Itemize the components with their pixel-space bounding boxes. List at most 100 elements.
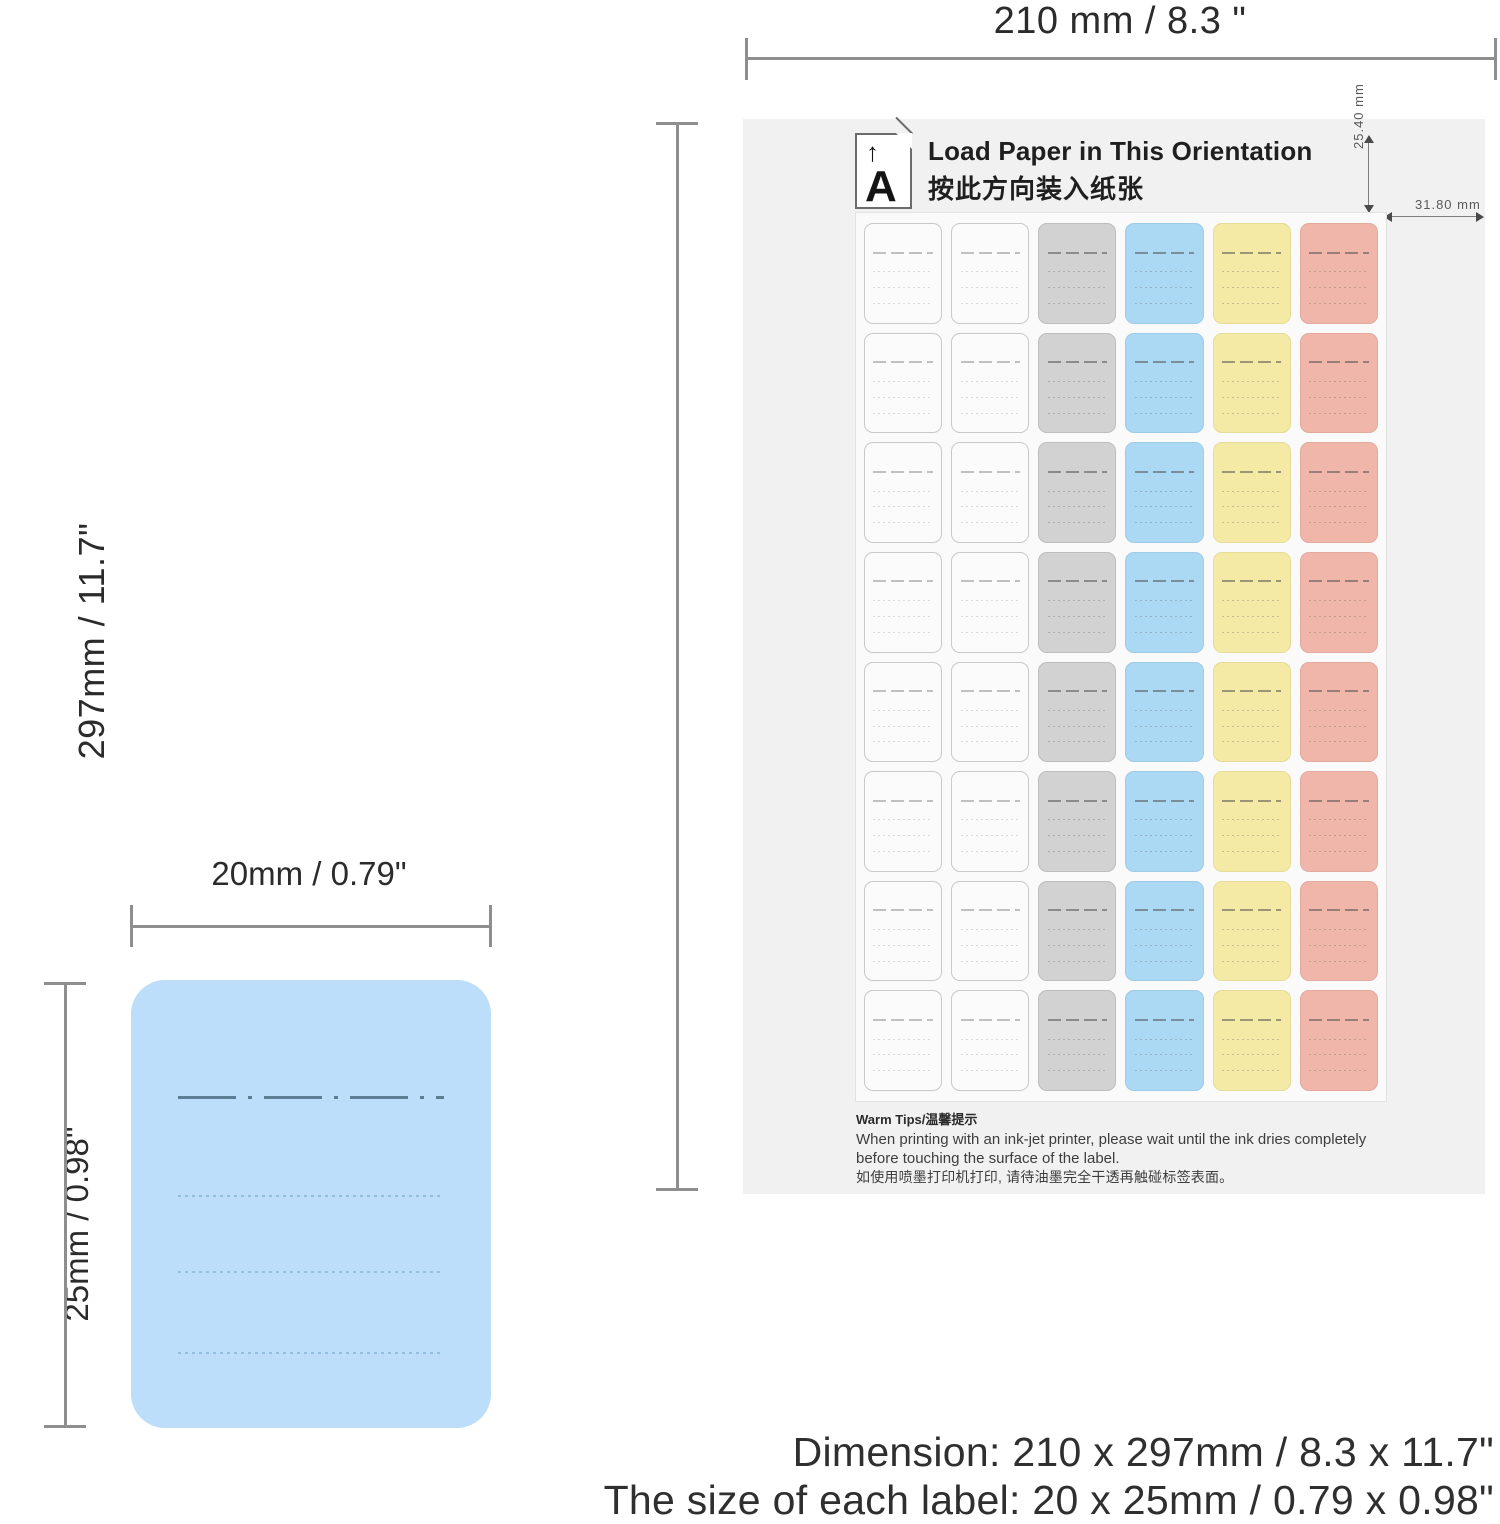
label-rule (1309, 909, 1369, 912)
label-rule (960, 396, 1020, 398)
label-rule (1047, 909, 1108, 912)
sheet-width-dimension-label: 210 mm / 8.3 " (993, 0, 1247, 42)
label-rule (960, 944, 1020, 946)
label-rule (1309, 412, 1369, 414)
label-rule (1047, 799, 1108, 802)
label-rule (1309, 690, 1369, 693)
label-cell (1299, 551, 1378, 653)
label-rule (1222, 506, 1282, 508)
label-rule (873, 944, 933, 946)
label-rule (1309, 1038, 1369, 1040)
label-rule (960, 361, 1020, 364)
label-rule (1222, 960, 1282, 962)
label-rule (1134, 799, 1195, 802)
label-rule (1134, 287, 1195, 289)
label-cell (951, 223, 1030, 324)
label-rule (1222, 709, 1282, 711)
label-rule (1222, 799, 1282, 802)
label-cell (1299, 771, 1378, 872)
label-rule (1309, 380, 1369, 382)
label-rule (1134, 396, 1195, 398)
label-rule (1047, 631, 1108, 633)
sample-label-rule-3 (177, 1271, 445, 1274)
label-cell (1125, 880, 1204, 982)
label-rule (1047, 741, 1108, 743)
label-rule (873, 506, 933, 508)
label-cell (1125, 771, 1204, 872)
label-rule (1222, 470, 1282, 473)
label-rule (873, 851, 933, 853)
label-rule (1309, 580, 1369, 583)
callout-vertical-line (1368, 141, 1369, 211)
label-rule (1134, 412, 1195, 414)
label-rule (1309, 600, 1369, 602)
label-rule (1309, 506, 1369, 508)
label-rule (960, 302, 1020, 304)
label-rule (960, 799, 1020, 802)
label-rule (1134, 615, 1195, 617)
label-cell (1038, 332, 1117, 434)
label-rule (873, 1054, 933, 1056)
label-rule (873, 287, 933, 289)
callout-horizontal-line (1386, 216, 1482, 217)
label-rule (1134, 725, 1195, 727)
label-rule (1309, 396, 1369, 398)
label-rule (1222, 1054, 1282, 1056)
label-cell (1125, 223, 1204, 324)
label-rule (1309, 1054, 1369, 1056)
label-rule (873, 412, 933, 414)
warm-tips-line-1: When printing with an ink-jet printer, p… (856, 1131, 1367, 1148)
label-cell (1038, 551, 1117, 653)
label-rule (873, 741, 933, 743)
label-rule (1309, 287, 1369, 289)
label-rule (873, 600, 933, 602)
label-rule (1134, 1038, 1195, 1040)
label-rule (1134, 470, 1195, 473)
label-rule (1222, 835, 1282, 837)
label-rule (960, 380, 1020, 382)
label-rule (960, 287, 1020, 289)
callout-horizontal-label: 31.80 mm (1415, 197, 1481, 212)
label-rule (873, 929, 933, 931)
label-rule (873, 835, 933, 837)
label-rule (1047, 929, 1108, 931)
label-rule (1047, 271, 1108, 273)
label-cell (951, 990, 1030, 1091)
label-rule (960, 690, 1020, 693)
sheet-width-dimension-line (745, 57, 1497, 60)
label-rule (1047, 1054, 1108, 1056)
label-rule (960, 490, 1020, 492)
label-rule (1134, 909, 1195, 912)
label-cell (951, 551, 1030, 653)
label-width-dimension-cap-right (489, 905, 492, 947)
label-rule (873, 819, 933, 821)
label-rule (873, 271, 933, 273)
label-cell (1299, 990, 1378, 1091)
label-rule (1222, 851, 1282, 853)
label-rule (1047, 361, 1108, 364)
label-rule (1047, 709, 1108, 711)
label-rule (960, 960, 1020, 962)
label-rule (1309, 522, 1369, 524)
sample-label-rule-4 (177, 1351, 445, 1354)
label-rule (1222, 690, 1282, 693)
label-rule (1134, 1054, 1195, 1056)
sheet-height-dimension-cap-top (656, 122, 698, 125)
callout-vertical-arrow-down (1364, 205, 1374, 213)
label-cell (864, 332, 943, 434)
label-rule (1047, 506, 1108, 508)
label-rule (1047, 1038, 1108, 1040)
label-rule (960, 251, 1020, 254)
label-rule (1309, 799, 1369, 802)
label-rule (873, 799, 933, 802)
label-cell (1212, 880, 1291, 982)
sheet-height-dimension-cap-bottom (656, 1188, 698, 1191)
label-rule (1222, 490, 1282, 492)
label-rule (1134, 380, 1195, 382)
page-fold-edge (895, 116, 913, 135)
label-rule (1047, 615, 1108, 617)
label-rule (1309, 490, 1369, 492)
label-cell (951, 442, 1030, 543)
label-rule (1309, 725, 1369, 727)
callout-vertical-arrow-up (1364, 135, 1374, 143)
